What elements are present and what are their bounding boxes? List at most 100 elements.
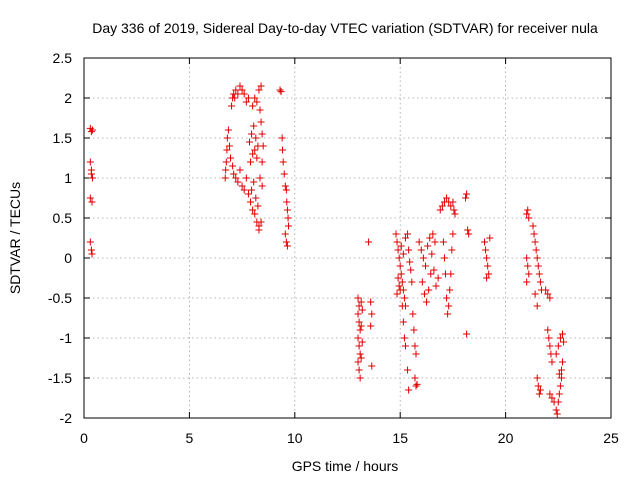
data-point — [531, 290, 539, 298]
data-point — [86, 194, 94, 202]
data-point — [450, 206, 458, 214]
data-point — [434, 274, 442, 282]
data-point — [357, 322, 365, 330]
data-point — [87, 246, 95, 254]
data-point — [365, 238, 373, 246]
data-point — [252, 134, 260, 142]
data-point — [282, 186, 290, 194]
data-point — [548, 358, 556, 366]
y-tick-label: 2 — [64, 90, 72, 106]
data-point — [253, 154, 261, 162]
axis-ticks: 0 5 10 15 20 25 -2 -1.5 -1 -0.5 0 0.5 1 1.5 2 2.5 — [48, 50, 619, 446]
data-point — [397, 270, 405, 278]
data-point — [354, 310, 362, 318]
data-point — [523, 254, 531, 262]
y-tick-label: -0.5 — [48, 290, 72, 306]
data-point — [408, 278, 416, 286]
data-point — [395, 282, 403, 290]
data-point — [281, 230, 289, 238]
data-point — [251, 210, 259, 218]
data-point — [552, 406, 560, 414]
data-point — [236, 82, 244, 90]
data-point — [439, 238, 447, 246]
data-point — [417, 246, 425, 254]
data-point — [533, 302, 541, 310]
data-point — [424, 242, 432, 250]
data-point — [253, 98, 261, 106]
data-point — [257, 118, 265, 126]
data-point — [279, 146, 287, 154]
data-point — [399, 318, 407, 326]
data-point — [394, 274, 402, 282]
data-point — [546, 342, 554, 350]
data-point — [282, 238, 290, 246]
data-point — [227, 154, 235, 162]
data-point — [446, 286, 454, 294]
data-point — [252, 194, 260, 202]
data-point — [536, 278, 544, 286]
data-point — [413, 380, 421, 388]
data-point — [552, 350, 560, 358]
data-point — [557, 366, 565, 374]
grid — [84, 58, 611, 418]
data-point — [423, 298, 431, 306]
data-point — [428, 250, 436, 258]
data-point — [485, 270, 493, 278]
data-point — [284, 222, 292, 230]
data-point — [354, 358, 362, 366]
data-point — [249, 102, 257, 110]
data-point — [242, 98, 250, 106]
data-point — [400, 294, 408, 302]
x-tick-label: 25 — [603, 430, 619, 446]
data-point — [462, 194, 470, 202]
data-point — [436, 206, 444, 214]
data-point — [354, 334, 362, 342]
data-point — [249, 150, 257, 158]
data-point — [405, 386, 413, 394]
x-tick-label: 0 — [80, 430, 88, 446]
data-point — [281, 182, 289, 190]
data-point — [465, 230, 473, 238]
data-point — [393, 290, 401, 298]
data-point — [257, 218, 265, 226]
data-point — [545, 334, 553, 342]
data-point — [554, 398, 562, 406]
data-point — [236, 166, 244, 174]
data-point — [357, 298, 365, 306]
data-point — [86, 158, 94, 166]
data-point — [409, 310, 417, 318]
data-point — [356, 374, 364, 382]
data-point — [86, 238, 94, 246]
data-point — [529, 222, 537, 230]
data-point — [481, 238, 489, 246]
data-point — [555, 370, 563, 378]
data-point — [358, 306, 366, 314]
data-point — [411, 342, 419, 350]
data-point — [355, 342, 363, 350]
data-point — [400, 334, 408, 342]
y-tick-label: 0 — [64, 250, 72, 266]
data-point — [401, 234, 409, 242]
data-point — [279, 158, 287, 166]
y-tick-label: 2.5 — [53, 50, 73, 66]
data-point — [234, 90, 242, 98]
data-point — [238, 86, 246, 94]
data-point — [396, 262, 404, 270]
data-point — [447, 270, 455, 278]
y-axis-label: SDTVAR / TECUs — [7, 182, 23, 294]
data-point — [399, 250, 407, 258]
data-point — [356, 350, 364, 358]
data-point — [542, 286, 550, 294]
data-point — [231, 94, 239, 102]
data-point — [557, 374, 565, 382]
data-point — [464, 226, 472, 234]
data-point — [525, 270, 533, 278]
data-point — [484, 262, 492, 270]
data-point — [463, 190, 471, 198]
data-point — [250, 122, 258, 130]
data-point — [555, 390, 563, 398]
data-point — [420, 290, 428, 298]
data-point — [445, 302, 453, 310]
data-point — [245, 138, 253, 146]
data-point — [258, 130, 266, 138]
